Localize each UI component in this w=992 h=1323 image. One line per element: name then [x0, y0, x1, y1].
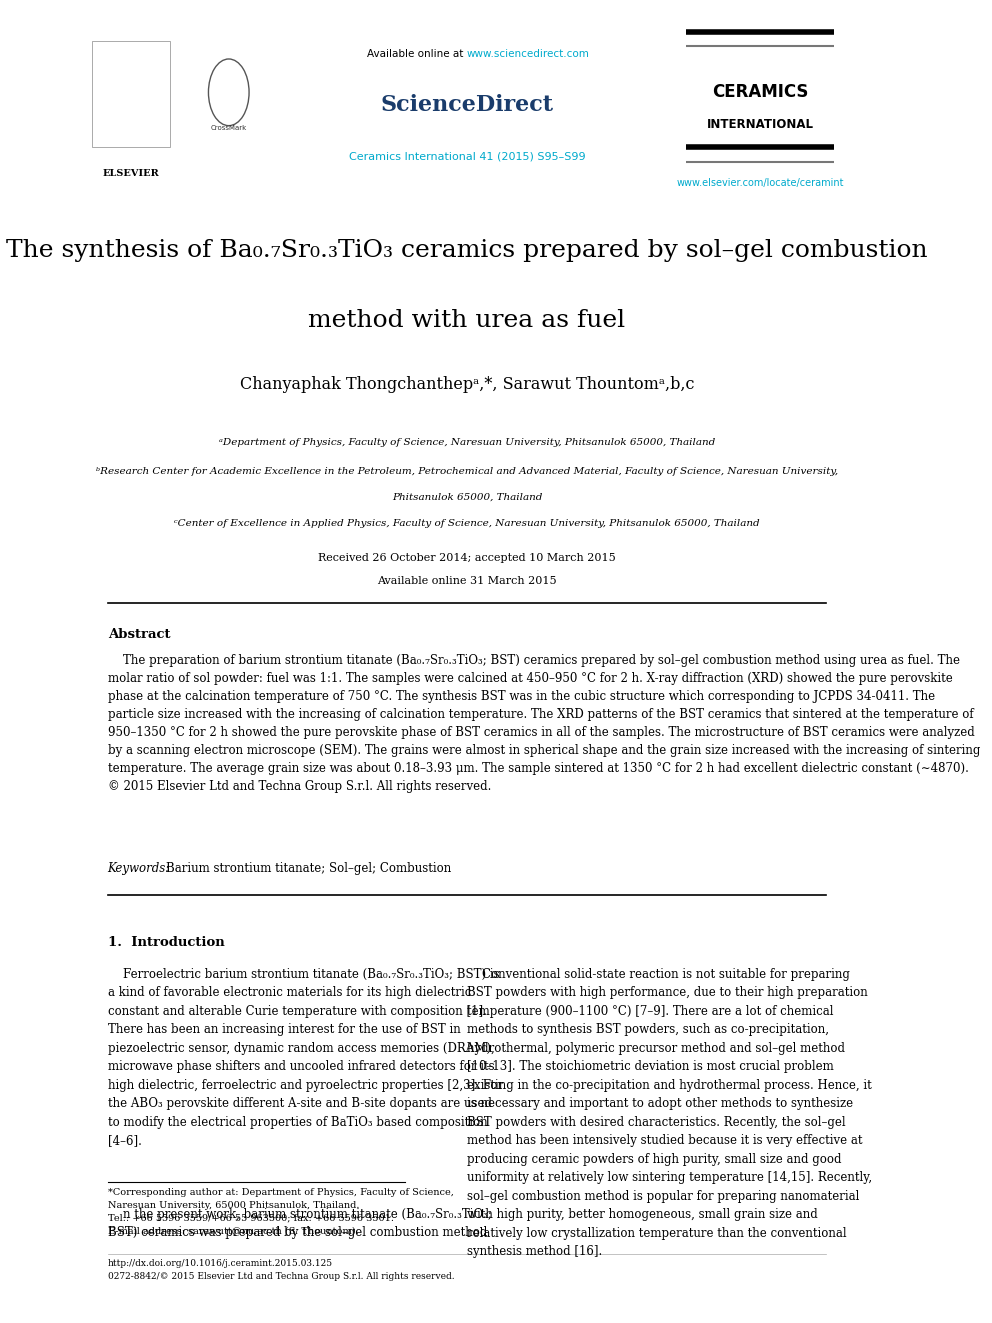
Text: Barium strontium titanate; Sol–gel; Combustion: Barium strontium titanate; Sol–gel; Comb… — [167, 861, 451, 875]
Text: *Corresponding author at: Department of Physics, Faculty of Science,
Naresuan Un: *Corresponding author at: Department of … — [108, 1188, 453, 1234]
Text: Phitsanulok 65000, Thailand: Phitsanulok 65000, Thailand — [392, 493, 543, 501]
Text: Conventional solid-state reaction is not suitable for preparing
BST powders with: Conventional solid-state reaction is not… — [467, 968, 872, 1258]
Text: ᵇResearch Center for Academic Excellence in the Petroleum, Petrochemical and Adv: ᵇResearch Center for Academic Excellence… — [96, 467, 838, 476]
Text: Available online at: Available online at — [367, 49, 467, 58]
Text: n the present work, barium strontium titanate (Ba₀.₇Sr₀.₃TiO₃;
BST) ceramics was: n the present work, barium strontium tit… — [108, 1208, 492, 1240]
Text: Available online 31 March 2015: Available online 31 March 2015 — [377, 576, 557, 586]
Text: INTERNATIONAL: INTERNATIONAL — [706, 118, 813, 131]
Text: ᵃDepartment of Physics, Faculty of Science, Naresuan University, Phitsanulok 650: ᵃDepartment of Physics, Faculty of Scien… — [219, 438, 715, 447]
Text: www.elsevier.com/locate/ceramint: www.elsevier.com/locate/ceramint — [677, 179, 844, 188]
Text: Abstract: Abstract — [108, 628, 171, 642]
Text: Ceramics International 41 (2015) S95–S99: Ceramics International 41 (2015) S95–S99 — [349, 151, 585, 161]
Bar — [92, 41, 171, 147]
Text: 0272-8842/© 2015 Elsevier Ltd and Techna Group S.r.l. All rights reserved.: 0272-8842/© 2015 Elsevier Ltd and Techna… — [108, 1271, 454, 1281]
Text: CERAMICS: CERAMICS — [712, 83, 808, 102]
Text: Received 26 October 2014; accepted 10 March 2015: Received 26 October 2014; accepted 10 Ma… — [318, 553, 616, 562]
Text: ScienceDirect: ScienceDirect — [381, 94, 554, 116]
Text: method with urea as fuel: method with urea as fuel — [309, 310, 626, 332]
Text: www.sciencedirect.com: www.sciencedirect.com — [467, 49, 590, 58]
Text: Chanyaphak Thongchanthepᵃ,*, Sarawut Thountomᵃ,b,c: Chanyaphak Thongchanthepᵃ,*, Sarawut Tho… — [240, 376, 694, 393]
Text: ᶜCenter of Excellence in Applied Physics, Faculty of Science, Naresuan Universit: ᶜCenter of Excellence in Applied Physics… — [175, 519, 760, 528]
Text: The synthesis of Ba₀.₇Sr₀.₃TiO₃ ceramics prepared by sol–gel combustion: The synthesis of Ba₀.₇Sr₀.₃TiO₃ ceramics… — [6, 238, 928, 262]
Text: CrossMark: CrossMark — [210, 126, 247, 131]
Text: Ferroelectric barium strontium titanate (Ba₀.₇Sr₀.₃TiO₃; BST) is
a kind of favor: Ferroelectric barium strontium titanate … — [108, 968, 503, 1147]
Text: Keywords:: Keywords: — [108, 861, 174, 875]
Text: ELSEVIER: ELSEVIER — [103, 168, 160, 177]
Text: The preparation of barium strontium titanate (Ba₀.₇Sr₀.₃TiO₃; BST) ceramics prep: The preparation of barium strontium tita… — [108, 654, 980, 792]
Text: http://dx.doi.org/10.1016/j.ceramint.2015.03.125: http://dx.doi.org/10.1016/j.ceramint.201… — [108, 1259, 332, 1267]
Text: 1.  Introduction: 1. Introduction — [108, 935, 224, 949]
